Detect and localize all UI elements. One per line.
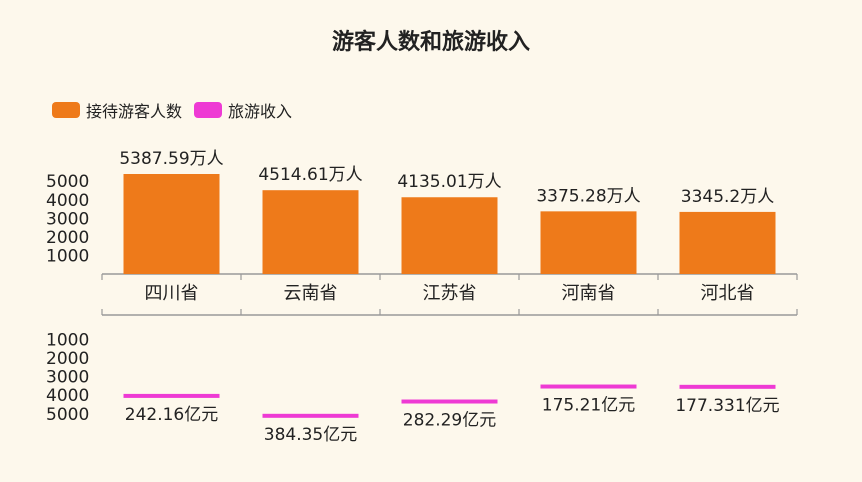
revenue-bar <box>679 384 776 389</box>
top-y-tick-label: 1000 <box>46 246 89 266</box>
visitors-bar <box>123 174 220 274</box>
x-category-label: 四川省 <box>145 283 199 304</box>
legend-item-visitors[interactable]: 接待游客人数 <box>52 98 182 122</box>
revenue-bar <box>401 399 498 404</box>
revenue-bar <box>123 393 220 398</box>
visitors-bar <box>679 211 776 274</box>
bottom-y-tick-label: 4000 <box>46 386 89 406</box>
bottom-y-tick-label: 5000 <box>46 405 89 425</box>
x-category-label: 河南省 <box>562 283 616 304</box>
revenue-data-label: 177.331亿元 <box>675 396 779 416</box>
x-category-label: 云南省 <box>284 283 338 304</box>
visitors-data-label: 3375.28万人 <box>536 186 640 206</box>
legend-item-revenue[interactable]: 旅游收入 <box>194 98 292 122</box>
top-y-tick-label: 4000 <box>46 191 89 211</box>
bottom-y-tick-label: 1000 <box>46 331 89 351</box>
chart-title: 游客人数和旅游收入 <box>331 30 530 55</box>
bottom-y-tick-label: 2000 <box>46 349 89 369</box>
revenue-data-label: 384.35亿元 <box>264 425 357 445</box>
x-category-label: 河北省 <box>701 283 755 304</box>
legend-label-revenue: 旅游收入 <box>228 102 293 121</box>
x-category-label: 江苏省 <box>423 283 477 304</box>
top-y-tick-label: 5000 <box>46 172 89 192</box>
revenue-data-label: 175.21亿元 <box>542 396 635 416</box>
legend-swatch-visitors <box>52 102 80 118</box>
revenue-data-label: 282.29亿元 <box>403 411 496 431</box>
visitors-data-label: 4135.01万人 <box>397 172 501 192</box>
visitors-bar <box>540 211 637 274</box>
visitors-bar <box>401 197 498 274</box>
visitors-data-label: 3345.2万人 <box>681 187 774 207</box>
revenue-bar <box>262 413 359 418</box>
legend: 接待游客人数 旅游收入 <box>52 98 304 122</box>
visitors-data-label: 4514.61万人 <box>258 165 362 185</box>
legend-label-visitors: 接待游客人数 <box>86 102 183 121</box>
legend-swatch-revenue <box>194 102 223 118</box>
revenue-data-label: 242.16亿元 <box>125 405 218 425</box>
top-y-tick-label: 2000 <box>46 228 89 248</box>
visitors-bar <box>262 190 359 274</box>
bottom-y-tick-label: 3000 <box>46 368 89 388</box>
revenue-bar <box>540 384 637 389</box>
visitors-data-label: 5387.59万人 <box>119 149 223 169</box>
top-y-tick-label: 3000 <box>46 209 89 229</box>
